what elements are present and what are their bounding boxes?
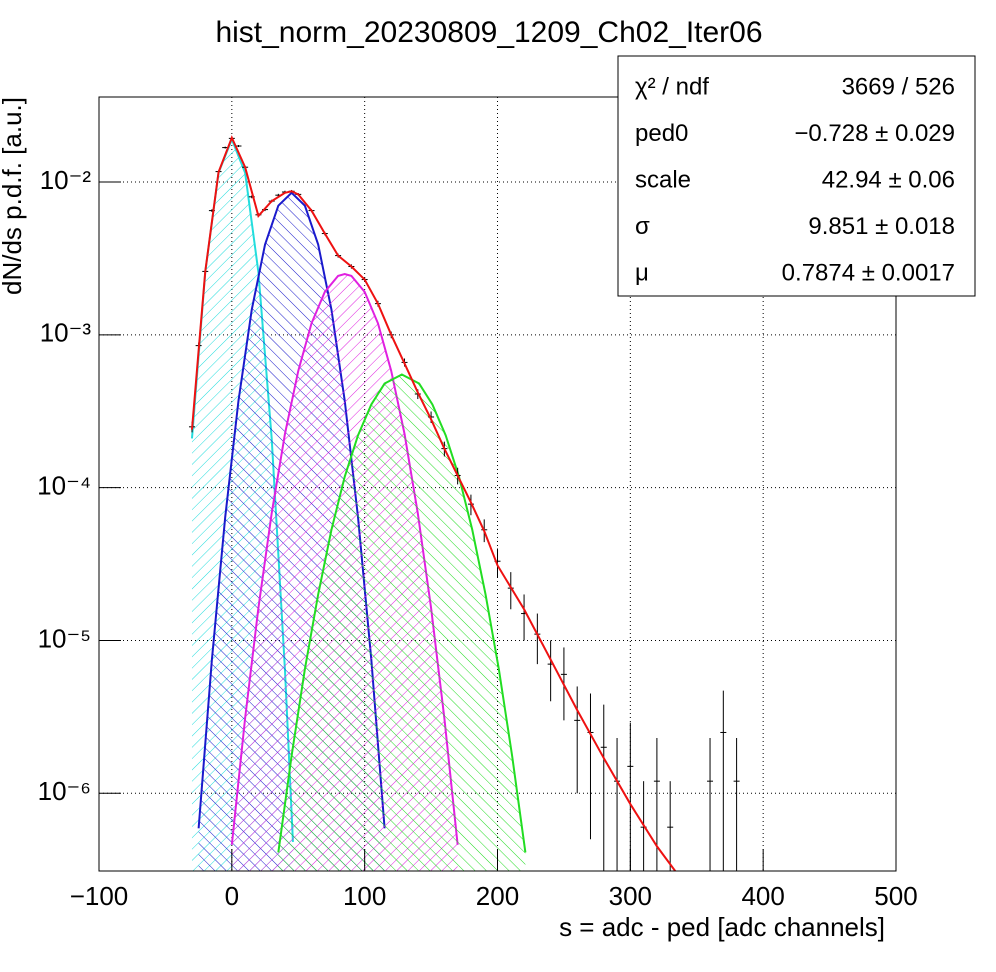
component-curve: [277, 373, 527, 853]
y-tick-label: 10⁻⁶: [38, 776, 91, 806]
x-tick-label: 300: [609, 881, 652, 911]
chart-title: hist_norm_20230809_1209_Ch02_Iter06: [215, 16, 762, 49]
x-tick-label: 500: [874, 881, 917, 911]
data-point: [667, 781, 674, 871]
data-point: [627, 722, 634, 871]
stats-value: 0.7874 ± 0.0017: [782, 259, 955, 286]
stats-value: 9.851 ± 0.018: [808, 213, 955, 240]
data-point: [707, 737, 714, 871]
x-tick-label: 100: [343, 881, 386, 911]
y-tick-label: 10⁻⁴: [37, 471, 91, 501]
stats-box: χ² / ndf 3669 / 526 ped0 −0.728 ± 0.029 scal…: [617, 55, 976, 297]
x-tick-label: 0: [225, 881, 239, 911]
x-tick-label: 200: [476, 881, 519, 911]
axes: −100 0 100 200 300 400 500 10⁻⁶ 10⁻⁵ 10⁻⁴ 10⁻³ 10⁻²: [37, 165, 918, 911]
x-axis-label: s = adc - ped [adc channels]: [559, 912, 885, 942]
data-point: [733, 737, 740, 871]
data-point: [574, 686, 581, 794]
data-point: [653, 737, 660, 871]
stats-name: ped0: [635, 120, 688, 147]
stats-value: 42.94 ± 0.06: [822, 166, 955, 193]
y-axis-label: dN/ds p.d.f. [a.u.]: [0, 97, 27, 295]
y-tick-label: 10⁻³: [40, 318, 92, 348]
y-tick-label: 10⁻²: [40, 165, 92, 195]
stats-name: σ: [635, 213, 650, 240]
stats-name: scale: [635, 166, 691, 193]
plot-area: [99, 97, 896, 871]
stats-value: −0.728 ± 0.029: [794, 120, 955, 147]
x-tick-label: −100: [70, 881, 129, 911]
stats-frame: [617, 55, 976, 297]
stats-value: 3669 / 526: [842, 73, 955, 100]
stats-name: χ² / ndf: [635, 73, 709, 100]
data-point: [720, 690, 727, 871]
fit-curve: [190, 135, 677, 871]
y-tick-label: 10⁻⁵: [38, 623, 91, 653]
stats-name: μ: [635, 259, 649, 286]
x-tick-label: 400: [741, 881, 784, 911]
data-point: [600, 704, 607, 871]
